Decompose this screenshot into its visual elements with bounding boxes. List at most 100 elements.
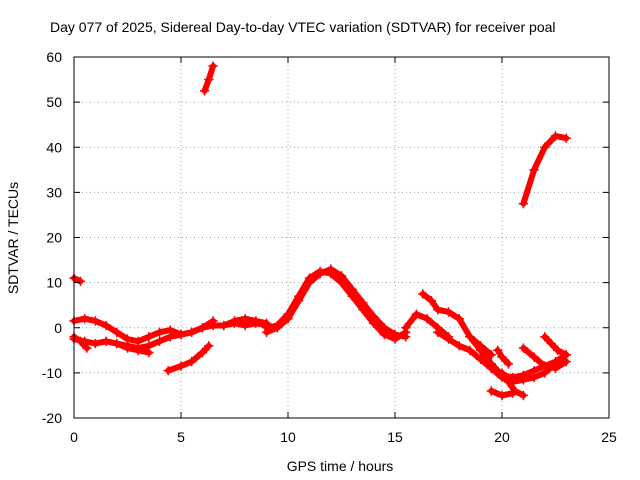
plus-marker <box>518 343 529 353</box>
plus-marker <box>315 268 325 279</box>
plus-marker <box>475 341 486 351</box>
plus-marker <box>507 372 518 383</box>
plus-marker <box>540 361 550 371</box>
plus-marker <box>418 289 428 299</box>
plot-area-data <box>69 61 571 401</box>
y-axis-label: SDTVAR / TECUs <box>5 182 21 294</box>
y-tick-label: 30 <box>46 184 62 200</box>
plus-marker <box>122 343 133 353</box>
satellite-track-18 <box>486 386 518 401</box>
chart-title: Day 077 of 2025, Sidereal Day-to-day VTE… <box>50 19 556 35</box>
satellite-track-19 <box>518 131 571 209</box>
plus-marker <box>486 359 497 369</box>
plus-marker <box>486 386 497 396</box>
plus-marker <box>79 313 90 324</box>
x-tick-label: 25 <box>601 429 617 445</box>
plus-marker <box>433 304 443 315</box>
plus-marker <box>82 343 92 353</box>
plus-marker <box>197 347 208 358</box>
grid-lines <box>74 57 609 418</box>
plus-marker <box>475 354 486 365</box>
plus-marker <box>240 313 250 324</box>
x-tick-label: 15 <box>387 429 403 445</box>
plus-marker <box>529 165 539 175</box>
plus-marker <box>293 295 304 306</box>
plus-marker <box>422 313 432 324</box>
plus-marker <box>465 345 475 356</box>
satellite-track-12 <box>418 289 464 324</box>
satellite-track-21 <box>540 331 571 360</box>
satellite-track-5 <box>112 338 154 358</box>
track-band <box>419 290 463 322</box>
plus-marker <box>529 365 539 376</box>
plus-marker <box>507 388 518 398</box>
plus-marker <box>358 298 368 308</box>
plus-marker <box>133 345 143 356</box>
plus-marker <box>90 338 101 349</box>
plus-marker <box>497 352 507 362</box>
x-tick-label: 5 <box>177 429 185 445</box>
plus-marker <box>454 313 464 324</box>
plus-marker <box>197 322 208 333</box>
plus-marker <box>336 271 347 281</box>
plus-marker <box>112 338 122 349</box>
plus-marker <box>347 284 357 295</box>
x-tick-label: 10 <box>280 429 296 445</box>
plus-marker <box>411 309 422 320</box>
track-band <box>113 340 152 356</box>
plus-marker <box>454 341 464 351</box>
plus-marker <box>272 322 283 333</box>
track-band <box>541 333 570 358</box>
plus-marker <box>204 341 214 351</box>
plus-marker <box>186 356 197 367</box>
plus-marker <box>443 307 454 317</box>
plus-marker <box>550 363 561 374</box>
satellite-track-16 <box>492 345 514 369</box>
plus-marker <box>90 316 101 326</box>
plus-marker <box>518 198 529 209</box>
y-tick-label: 60 <box>46 49 62 65</box>
plus-marker <box>75 276 86 287</box>
plus-marker <box>75 336 86 347</box>
plus-marker <box>503 377 514 387</box>
plus-marker <box>101 320 111 331</box>
plus-marker <box>561 133 571 144</box>
plus-marker <box>400 331 411 342</box>
plus-marker <box>492 345 503 356</box>
plus-marker <box>112 327 122 338</box>
plus-marker <box>283 313 293 324</box>
plus-marker <box>540 331 550 342</box>
track-band <box>499 369 527 399</box>
satellite-track-1 <box>69 273 86 287</box>
plus-marker <box>503 359 514 369</box>
plus-marker <box>163 365 173 376</box>
plus-marker <box>144 347 154 358</box>
plus-marker <box>144 331 154 342</box>
plus-marker <box>176 361 186 371</box>
satellite-track-20 <box>518 343 571 374</box>
plus-marker <box>443 334 454 344</box>
plus-marker <box>154 327 165 338</box>
y-tick-label: -10 <box>42 365 62 381</box>
plus-marker <box>518 390 529 401</box>
y-tick-label: 20 <box>46 230 62 246</box>
plus-marker <box>204 74 214 85</box>
plus-marker <box>219 320 229 331</box>
plus-marker <box>465 331 475 342</box>
plus-marker <box>176 329 186 340</box>
plus-marker <box>199 86 210 96</box>
y-tick-label: 40 <box>46 139 62 155</box>
track-band <box>263 266 409 340</box>
plus-marker <box>550 131 561 141</box>
y-tick-label: 10 <box>46 275 62 291</box>
satellite-track-8 <box>219 313 272 331</box>
plus-marker <box>497 368 507 378</box>
satellite-track-7 <box>199 61 218 96</box>
y-tick-label: 50 <box>46 94 62 110</box>
y-tick-label: 0 <box>54 320 62 336</box>
x-tick-label: 20 <box>494 429 510 445</box>
plus-marker <box>497 390 507 401</box>
y-tick-label: -20 <box>42 410 62 426</box>
axis-ticks: 0 5 10 15 20 25 -20 -10 0 10 20 30 40 50 60 <box>42 49 617 445</box>
